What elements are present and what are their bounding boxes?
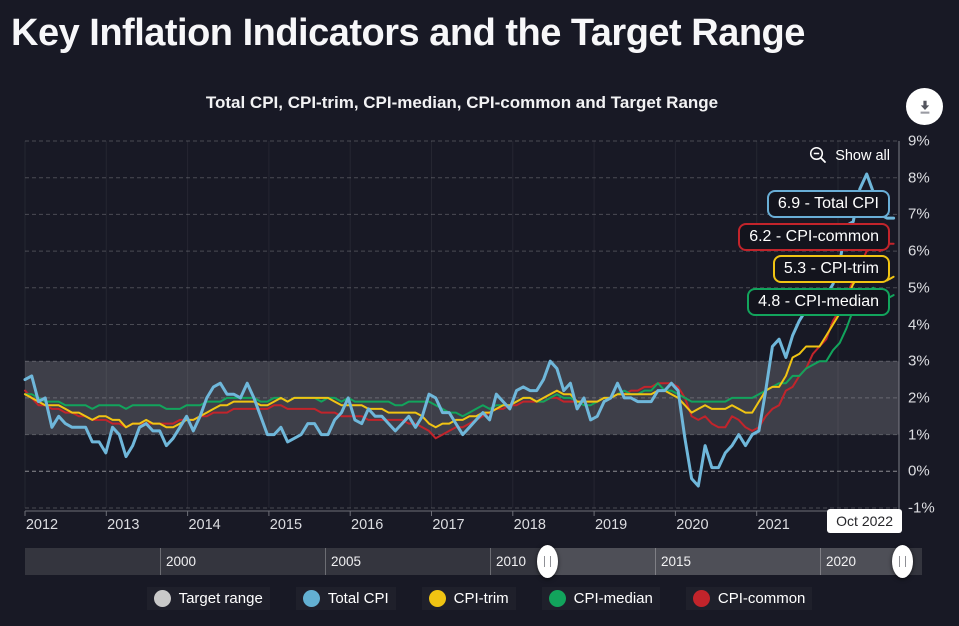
download-arrow-icon: [920, 100, 929, 114]
navigator-tick: [160, 548, 161, 575]
value-label-cpi-common: 6.2 - CPI-common: [738, 222, 890, 251]
legend-item-target-range[interactable]: Target range: [147, 587, 270, 610]
x-axis-label: 2015: [269, 517, 303, 533]
navigator-year-label: 2015: [661, 554, 692, 569]
legend-swatch-icon: [153, 590, 171, 607]
navigator-tick: [325, 548, 326, 575]
download-button[interactable]: [906, 88, 943, 125]
legend-item-cpi-trim[interactable]: CPI-trim: [422, 587, 516, 610]
last-point-label: Oct 2022: [827, 509, 902, 533]
y-axis-label: 3%: [908, 352, 930, 370]
x-axis-label: 2018: [513, 517, 546, 533]
zoom-out-icon: [810, 146, 827, 163]
y-axis-label: -1%: [908, 499, 935, 517]
x-axis-label: 2012: [25, 517, 59, 533]
navigator-selected-range[interactable]: [548, 548, 903, 575]
x-axis-label: 2016: [351, 517, 384, 533]
range-navigator[interactable]: 2000 2005 2010 2015 2020: [25, 545, 922, 578]
legend-label: CPI-trim: [453, 590, 509, 607]
subtitle-row: Total CPI, CPI-trim, CPI-median, CPI-com…: [0, 93, 924, 113]
x-axis-label: 2017: [432, 517, 465, 533]
legend-item-cpi-median[interactable]: CPI-median: [542, 587, 660, 610]
x-axis-label: 2020: [676, 517, 709, 533]
y-axis-label: 5%: [908, 279, 930, 297]
legend-item-total-cpi[interactable]: Total CPI: [296, 587, 396, 610]
y-axis-label: 2%: [908, 389, 930, 407]
handle-grip-icon: [899, 556, 906, 567]
navigator-tick: [490, 548, 491, 575]
navigator-year-label: 2010: [496, 554, 527, 569]
series-line-cpi-median: [24, 286, 895, 418]
handle-grip-icon: [544, 556, 551, 567]
show-all-button[interactable]: Show all: [809, 146, 890, 165]
navigator-year-label: 2005: [331, 554, 362, 569]
navigator-tick: [820, 548, 821, 575]
navigator-handle-right[interactable]: [892, 545, 913, 578]
legend-label: Target range: [178, 590, 263, 607]
y-axis-label: 9%: [908, 132, 930, 150]
page-title: Key Inflation Indicators and the Target …: [11, 12, 805, 54]
y-axis-label: 8%: [908, 169, 930, 187]
y-axis-label: 4%: [908, 316, 930, 333]
value-label-cpi-trim: 5.3 - CPI-trim: [772, 255, 890, 283]
legend-item-cpi-common[interactable]: CPI-common: [686, 587, 813, 610]
value-label-total-cpi: 6.9 - Total CPI: [766, 190, 890, 218]
series-line-cpi-trim: [24, 268, 895, 429]
y-axis-label: 0%: [908, 462, 930, 480]
show-all-label: Show all: [835, 147, 890, 164]
chart-legend: Target range Total CPI CPI-trim CPI-median C…: [0, 587, 959, 610]
y-axis-label: 1%: [908, 426, 930, 444]
navigator-tick: [655, 548, 656, 575]
x-axis-label: 2019: [594, 517, 628, 533]
legend-swatch-icon: [548, 590, 566, 607]
legend-label: CPI-median: [573, 590, 653, 607]
x-axis-label: 2021: [757, 517, 790, 533]
legend-swatch-icon: [692, 590, 710, 607]
navigator-year-label: 2000: [166, 554, 197, 569]
navigator-handle-left[interactable]: [537, 545, 558, 578]
y-axis-label: 7%: [908, 205, 930, 223]
legend-swatch-icon: [428, 590, 446, 607]
y-axis-label: 6%: [908, 242, 930, 260]
legend-label: CPI-common: [717, 590, 806, 607]
legend-label: Total CPI: [327, 590, 389, 607]
legend-swatch-icon: [302, 590, 320, 607]
x-axis-label: 2013: [107, 517, 140, 533]
series-line-total-cpi: [23, 172, 896, 488]
x-axis-label: 2014: [188, 517, 221, 533]
value-label-cpi-median: 4.8 - CPI-median: [747, 287, 890, 316]
navigator-year-label: 2020: [826, 554, 857, 569]
chart-subtitle: Total CPI, CPI-trim, CPI-median, CPI-com…: [205, 93, 719, 112]
